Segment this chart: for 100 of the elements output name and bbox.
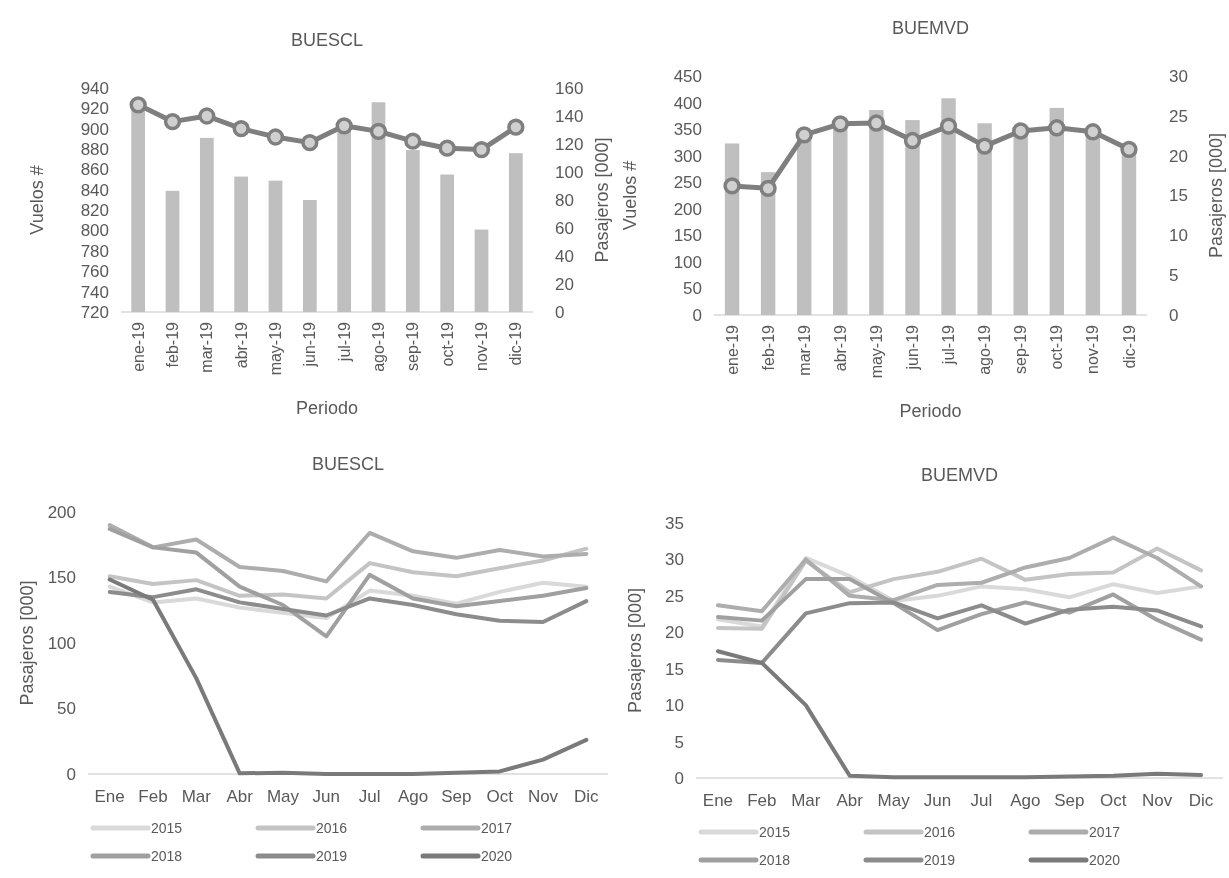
x-tick-label: Jul bbox=[358, 787, 381, 806]
x-tick-label: jul-19 bbox=[335, 321, 353, 363]
x-tick-label: dic-19 bbox=[507, 321, 525, 366]
y-tick-label: 740 bbox=[80, 282, 109, 302]
y-tick-label: 820 bbox=[80, 201, 109, 221]
point bbox=[438, 139, 456, 157]
x-tick-label: ago-19 bbox=[370, 321, 388, 372]
x-tick-label: ene-19 bbox=[723, 324, 741, 375]
y2-axis-title: Pasajeros [000] bbox=[592, 137, 612, 263]
legend-label: 2019 bbox=[924, 851, 956, 868]
x-tick-label: Dic bbox=[574, 787, 600, 806]
point bbox=[723, 177, 741, 195]
point bbox=[831, 115, 849, 133]
y2-tick-label: 0 bbox=[555, 302, 565, 322]
x-tick-label: oct-19 bbox=[1048, 324, 1066, 370]
y-tick-label: 100 bbox=[47, 633, 76, 653]
point bbox=[795, 126, 813, 144]
x-tick-label: jun-19 bbox=[904, 324, 922, 371]
y-tick-label: 35 bbox=[665, 513, 684, 533]
y-tick-label: 50 bbox=[683, 279, 702, 299]
point bbox=[266, 128, 285, 146]
point bbox=[129, 96, 147, 114]
legend-label: 2016 bbox=[924, 823, 956, 840]
point bbox=[198, 107, 216, 125]
point bbox=[301, 133, 319, 152]
bar bbox=[905, 120, 920, 315]
y-tick-label: 250 bbox=[673, 173, 702, 193]
x-tick-label: Jul bbox=[970, 791, 993, 810]
y-tick-label: 350 bbox=[673, 120, 702, 140]
x-tick-label: may-19 bbox=[267, 321, 285, 376]
x-tick-label: feb-19 bbox=[164, 321, 182, 368]
line-series bbox=[107, 577, 589, 776]
x-tick-label: abr-19 bbox=[831, 324, 849, 372]
y-tick-label: 860 bbox=[80, 160, 109, 180]
point bbox=[1012, 122, 1030, 140]
y-tick-label: 300 bbox=[673, 146, 702, 166]
point bbox=[759, 179, 777, 197]
y-tick-label: 840 bbox=[80, 180, 109, 200]
y-tick-label: 880 bbox=[80, 140, 109, 160]
x-tick-label: Abr bbox=[836, 791, 864, 810]
y2-tick-label: 100 bbox=[555, 162, 584, 182]
y-tick-label: 5 bbox=[674, 732, 684, 752]
x-tick-label: oct-19 bbox=[438, 321, 456, 367]
y-tick-label: 50 bbox=[57, 699, 76, 719]
x-tick-label: Jun bbox=[312, 787, 341, 806]
y-tick-label: 10 bbox=[665, 696, 684, 716]
y2-tick-label: 160 bbox=[555, 78, 584, 98]
x-tick-label: mar-19 bbox=[795, 324, 813, 376]
y-axis-title: Vuelos # bbox=[27, 165, 47, 235]
x-tick-label: Oct bbox=[1099, 791, 1127, 810]
y-tick-label: 760 bbox=[80, 262, 109, 282]
y-tick-label: 150 bbox=[47, 568, 76, 588]
x-tick-label: jul-19 bbox=[940, 324, 958, 366]
line-series bbox=[715, 649, 1204, 780]
x-tick-label: dic-19 bbox=[1120, 324, 1138, 369]
x-tick-label: Oct bbox=[486, 787, 514, 806]
y-tick-label: 400 bbox=[673, 93, 702, 113]
x-tick-label: Mar bbox=[791, 791, 821, 810]
y2-tick-label: 10 bbox=[1169, 226, 1188, 246]
x-tick-label: ene-19 bbox=[129, 321, 147, 372]
x-tick-label: Jun bbox=[923, 791, 952, 810]
y2-tick-label: 25 bbox=[1169, 106, 1188, 126]
x-tick-label: May bbox=[877, 791, 911, 810]
point bbox=[1084, 123, 1102, 141]
y-tick-label: 0 bbox=[674, 768, 684, 788]
y2-tick-label: 15 bbox=[1169, 186, 1188, 206]
point bbox=[939, 117, 958, 135]
bar bbox=[833, 126, 848, 315]
x-tick-label: sep-19 bbox=[404, 321, 422, 371]
y2-tick-label: 80 bbox=[555, 190, 574, 210]
y2-axis-title: Pasajeros [000] bbox=[1206, 132, 1226, 259]
bar bbox=[1049, 107, 1064, 315]
y-tick-label: 0 bbox=[692, 305, 702, 325]
y-axis-title: Pasajeros [000] bbox=[625, 587, 645, 714]
legend-label: 2016 bbox=[316, 819, 348, 836]
y2-tick-label: 20 bbox=[555, 274, 574, 294]
legend-label: 2020 bbox=[481, 847, 513, 864]
y-tick-label: 20 bbox=[665, 623, 684, 643]
x-tick-label: Feb bbox=[747, 791, 777, 810]
line-series bbox=[715, 535, 1204, 614]
y-tick-label: 150 bbox=[673, 226, 702, 246]
line-series bbox=[107, 527, 589, 639]
x-axis-title: Periodo bbox=[295, 398, 359, 418]
x-tick-label: sep-19 bbox=[1012, 324, 1030, 374]
point bbox=[903, 131, 922, 150]
y2-tick-label: 120 bbox=[555, 134, 584, 154]
chart-title: BUEMVD bbox=[891, 18, 970, 38]
y2-tick-label: 30 bbox=[1169, 66, 1188, 86]
x-tick-label: Ene bbox=[94, 787, 125, 806]
point bbox=[404, 132, 422, 150]
y-tick-label: 25 bbox=[665, 586, 684, 606]
bar bbox=[941, 98, 956, 315]
y-tick-label: 0 bbox=[66, 764, 76, 784]
x-tick-label: Abr bbox=[226, 787, 254, 806]
x-tick-label: Mar bbox=[181, 787, 212, 806]
bar bbox=[869, 109, 884, 315]
legend-label: 2019 bbox=[316, 847, 348, 864]
y-tick-label: 940 bbox=[80, 78, 109, 98]
line-series bbox=[715, 600, 1204, 665]
x-tick-label: Sep bbox=[441, 787, 472, 806]
